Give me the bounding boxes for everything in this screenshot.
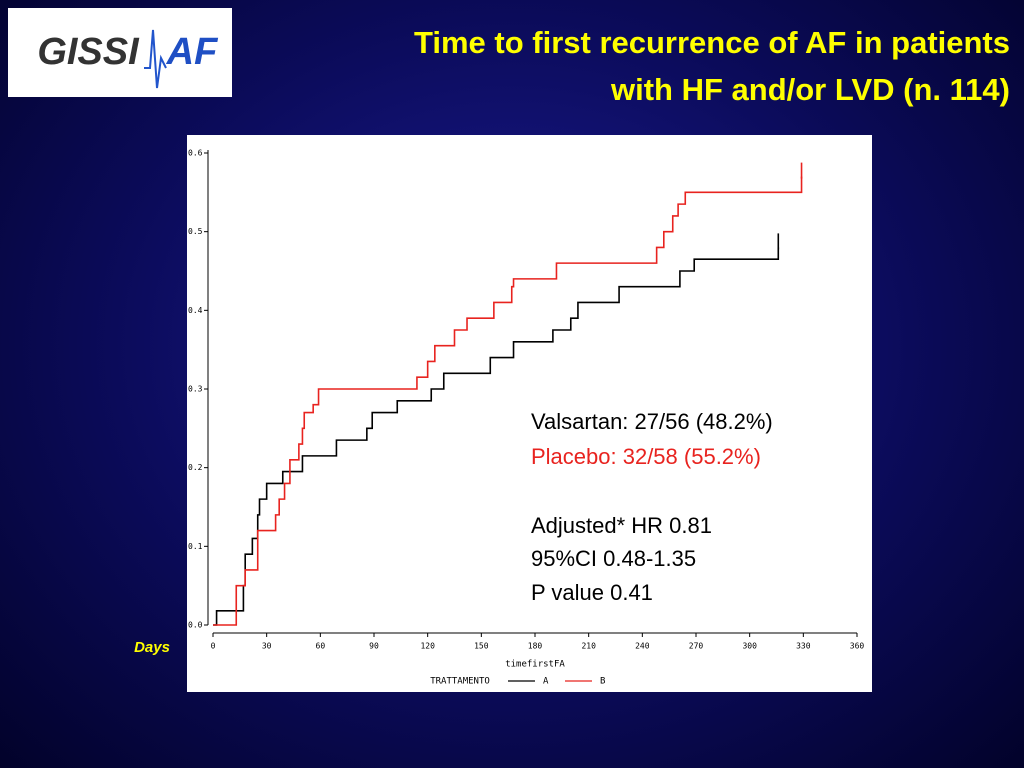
y-tick-label: 0.1	[188, 542, 203, 551]
survival-curve	[213, 176, 803, 626]
x-tick-label: 360	[850, 642, 865, 651]
slide-title: with HF and/or LVD (n. 114)	[610, 72, 1010, 107]
x-tick-label: 300	[742, 642, 757, 651]
annotation: P value 0.41	[531, 580, 653, 605]
days-label: Days	[134, 639, 170, 656]
legend-label: B	[600, 677, 605, 687]
y-tick-label: 0.3	[188, 385, 203, 394]
x-tick-label: 330	[796, 642, 811, 651]
slide-title: Time to first recurrence of AF in patien…	[414, 25, 1010, 60]
annotation: Placebo: 32/58 (55.2%)	[531, 444, 761, 469]
y-tick-label: 0.5	[188, 227, 203, 236]
x-tick-label: 180	[528, 642, 543, 651]
annotation: Valsartan: 27/56 (48.2%)	[531, 409, 773, 434]
x-tick-label: 30	[262, 642, 272, 651]
x-tick-label: 0	[211, 642, 216, 651]
x-tick-label: 60	[316, 642, 326, 651]
logo-pulse	[144, 29, 167, 89]
logo-box	[8, 8, 232, 97]
x-tick-label: 120	[420, 642, 435, 651]
logo-text: GISSI	[37, 31, 140, 73]
x-tick-label: 270	[689, 642, 704, 651]
y-tick-label: 0.2	[188, 463, 203, 472]
y-tick-label: 0.4	[188, 306, 203, 315]
annotation: Adjusted* HR 0.81	[531, 513, 712, 538]
legend-label: A	[543, 677, 549, 687]
survival-curve	[213, 247, 780, 626]
chart-panel	[187, 135, 872, 692]
x-tick-label: 240	[635, 642, 650, 651]
x-axis-label: timefirstFA	[505, 660, 565, 670]
y-tick-label: 0.0	[188, 621, 203, 630]
annotation: 95%CI 0.48-1.35	[531, 546, 696, 571]
logo-text: AF	[166, 31, 219, 73]
y-tick-label: 0.6	[188, 149, 203, 158]
x-tick-label: 90	[369, 642, 379, 651]
legend-title: TRATTAMENTO	[430, 677, 490, 687]
x-tick-label: 210	[581, 642, 596, 651]
x-tick-label: 150	[474, 642, 489, 651]
